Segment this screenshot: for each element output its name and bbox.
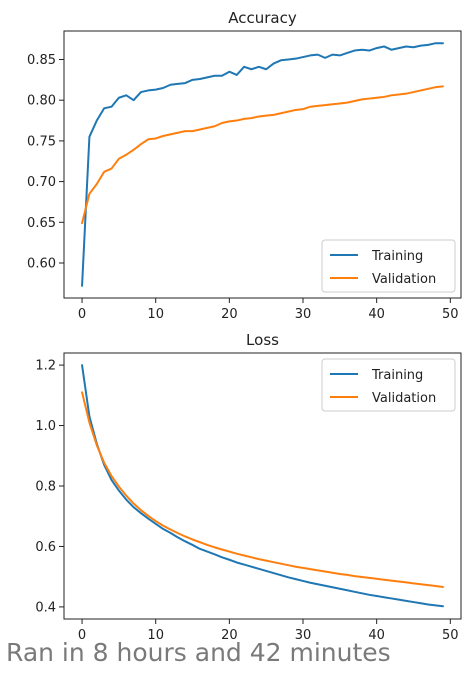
loss-title: Loss [246, 331, 279, 349]
loss-x-tick-label: 10 [147, 628, 164, 640]
loss-y-tick-label: 0.4 [35, 600, 56, 615]
loss-y-tick-label: 1.0 [35, 419, 56, 434]
accuracy-x-tick-label: 50 [442, 307, 459, 322]
loss-x-tick-label: 0 [78, 628, 86, 640]
accuracy-x-tick-label: 0 [78, 307, 86, 322]
loss-legend-validation-label: Validation [372, 391, 436, 406]
accuracy-y-tick-label: 0.70 [27, 175, 56, 190]
accuracy-x-tick-label: 20 [221, 307, 238, 322]
loss-training-line [81, 364, 444, 608]
accuracy-plot-frame [63, 30, 462, 299]
loss-panel: Loss 0 10 20 30 40 50 0.4 0.6 0.8 1.0 1.2 Training Va… [35, 331, 462, 640]
accuracy-legend-validation-label: Validation [372, 272, 436, 287]
loss-y-tick-label: 1.2 [35, 359, 56, 374]
accuracy-y-tick-label: 0.65 [27, 216, 56, 231]
accuracy-y-tick-label: 0.80 [27, 94, 56, 109]
accuracy-legend: Training Validation [321, 239, 456, 293]
loss-y-tick-label: 0.6 [35, 540, 56, 555]
loss-legend-training-label: Training [371, 368, 423, 383]
accuracy-legend-training-label: Training [371, 249, 423, 264]
loss-y-tick-label: 0.8 [35, 480, 56, 495]
accuracy-training-line [81, 42, 444, 287]
loss-x-tick-label: 50 [442, 628, 459, 640]
accuracy-y-tick-label: 0.60 [27, 256, 56, 271]
accuracy-y-tick-label: 0.85 [27, 53, 56, 68]
accuracy-y-tick-label: 0.75 [27, 134, 56, 149]
accuracy-x-tick-label: 10 [147, 307, 164, 322]
loss-validation-line [81, 391, 444, 588]
run-duration-caption: Ran in 8 hours and 42 minutes [6, 638, 391, 667]
accuracy-validation-line [81, 85, 444, 225]
accuracy-title: Accuracy [228, 9, 297, 27]
loss-x-tick-label: 30 [295, 628, 312, 640]
accuracy-x-tick-label: 40 [368, 307, 385, 322]
accuracy-x-tick-label: 30 [295, 307, 312, 322]
loss-x-tick-label: 40 [368, 628, 385, 640]
loss-legend: Training Validation [321, 358, 456, 412]
accuracy-panel: Accuracy 0 10 20 30 40 50 0.60 0.65 0.70 0.75 0.80 0… [27, 9, 462, 322]
loss-x-tick-label: 20 [221, 628, 238, 640]
